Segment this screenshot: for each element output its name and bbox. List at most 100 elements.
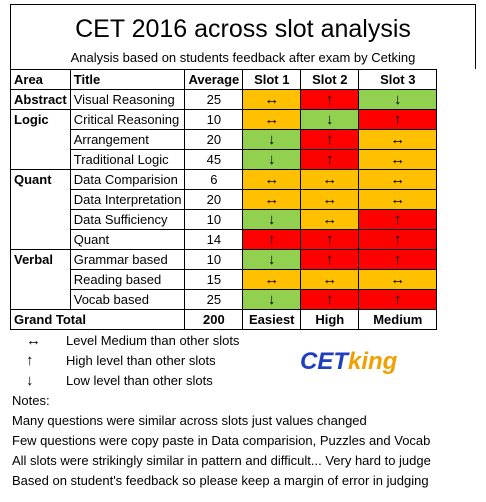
slot-cell: ↑ xyxy=(358,209,438,230)
area-cell xyxy=(10,229,71,250)
average-cell: 20 xyxy=(184,189,244,210)
average-cell: 10 xyxy=(184,209,244,230)
title-cell: Grammar based xyxy=(69,249,186,270)
area-cell xyxy=(10,269,71,290)
total-row: Grand Total 200 Easiest High Medium xyxy=(9,309,438,330)
average-cell: 6 xyxy=(184,169,244,190)
slot-cell: ↔ xyxy=(300,269,360,290)
slot-cell: ↓ xyxy=(300,109,360,130)
logo-left: CET xyxy=(300,348,348,375)
note: All slots were strikingly similar in pat… xyxy=(12,453,431,468)
area-cell xyxy=(10,289,71,310)
table-row: Arrangement 20 ↓ ↑ ↔ xyxy=(10,129,438,150)
slot-cell: ↔ xyxy=(358,129,438,150)
slot-cell: ↑ xyxy=(300,149,360,170)
title: CET 2016 across slot analysis xyxy=(75,15,411,43)
title-cell: Vocab based xyxy=(69,289,186,310)
title-cell: Data Interpretation xyxy=(69,189,186,210)
legend-item: ↑ High level than other slots xyxy=(26,351,239,371)
legend-text: Level Medium than other slots xyxy=(66,333,240,348)
column-header: Slot 1 xyxy=(242,69,302,90)
slot-cell: ↔ xyxy=(242,269,302,290)
slot-cell: ↔ xyxy=(242,189,302,210)
legend-item: ↔ Level Medium than other slots xyxy=(26,331,239,351)
table-row: Abstract Visual Reasoning 25 ↔ ↑ ↓ xyxy=(10,89,438,110)
area-cell xyxy=(10,129,71,150)
slot-cell: ↓ xyxy=(242,129,302,150)
area-cell: Abstract xyxy=(10,89,71,110)
average-cell: 25 xyxy=(184,89,244,110)
slot-cell: ↔ xyxy=(300,189,360,210)
column-header: Title xyxy=(69,69,186,90)
table-row: Logic Critical Reasoning 10 ↔ ↓ ↑ xyxy=(10,109,438,130)
column-header: Slot 3 xyxy=(358,69,438,90)
average-cell: 10 xyxy=(184,109,244,130)
slot-table: Area Title Average Slot 1 Slot 2 Slot 3 Abstr… xyxy=(9,69,438,330)
title-cell: Quant xyxy=(69,229,186,250)
average-cell: 25 xyxy=(184,289,244,310)
column-header: Area xyxy=(10,69,71,90)
slot-cell: ↑ xyxy=(242,229,302,250)
header-row: Area Title Average Slot 1 Slot 2 Slot 3 xyxy=(10,69,438,90)
title-cell: Reading based xyxy=(69,269,186,290)
legend-symbol: ↔ xyxy=(26,332,41,349)
table-row: Data Sufficiency 10 ↓ ↔ ↑ xyxy=(10,209,438,230)
table-row: Quant 14 ↑ ↑ ↑ xyxy=(10,229,438,250)
slot-cell: ↓ xyxy=(242,249,302,270)
average-cell: 14 xyxy=(184,229,244,250)
subtitle: Analysis based on students feedback afte… xyxy=(70,50,416,65)
table-row: Traditional Logic 45 ↓ ↑ ↔ xyxy=(10,149,438,170)
average-cell: 10 xyxy=(184,249,244,270)
title-cell: Data Sufficiency xyxy=(69,209,186,230)
logo: CETking xyxy=(300,348,397,376)
average-cell: 20 xyxy=(184,129,244,150)
total-slot: Medium xyxy=(358,309,438,330)
slot-cell: ↔ xyxy=(242,169,302,190)
slot-cell: ↑ xyxy=(300,129,360,150)
slot-cell: ↔ xyxy=(358,189,438,210)
total-slot: Easiest xyxy=(242,309,302,330)
notes-heading: Notes: xyxy=(12,393,50,408)
title-cell: Critical Reasoning xyxy=(69,109,186,130)
slot-cell: ↑ xyxy=(300,229,360,250)
notes: Notes: Many questions were similar acros… xyxy=(12,391,431,491)
slot-cell: ↔ xyxy=(358,169,438,190)
average-cell: 45 xyxy=(184,149,244,170)
header: CET 2016 across slot analysis Analysis b… xyxy=(10,4,476,69)
total-average: 200 xyxy=(184,309,244,330)
area-cell xyxy=(10,209,71,230)
slot-cell: ↑ xyxy=(358,229,438,250)
slot-cell: ↓ xyxy=(242,289,302,310)
average-cell: 15 xyxy=(184,269,244,290)
area-cell: Verbal xyxy=(10,249,71,270)
slot-cell: ↑ xyxy=(300,249,360,270)
note: Many questions were similar across slots… xyxy=(12,413,367,428)
legend-item: ↓ Low level than other slots xyxy=(26,371,239,391)
total-slot: High xyxy=(300,309,360,330)
slot-cell: ↔ xyxy=(242,109,302,130)
slot-cell: ↓ xyxy=(242,209,302,230)
area-cell: Logic xyxy=(10,109,71,130)
table-body: Abstract Visual Reasoning 25 ↔ ↑ ↓ Logic Critic… xyxy=(9,89,438,330)
slot-cell: ↑ xyxy=(300,89,360,110)
legend-symbol: ↑ xyxy=(26,352,34,369)
note: Based on student's feedback so please ke… xyxy=(12,473,429,488)
slot-cell: ↔ xyxy=(358,149,438,170)
slot-cell: ↔ xyxy=(300,209,360,230)
slot-cell: ↓ xyxy=(358,89,438,110)
title-cell: Arrangement xyxy=(69,129,186,150)
column-header: Slot 2 xyxy=(300,69,360,90)
table-row: Vocab based 25 ↓ ↑ ↑ xyxy=(10,289,438,310)
legend-text: Low level than other slots xyxy=(66,373,213,388)
slot-cell: ↔ xyxy=(242,89,302,110)
table-row: Reading based 15 ↔ ↔ ↔ xyxy=(10,269,438,290)
slot-cell: ↑ xyxy=(358,289,438,310)
slot-cell: ↓ xyxy=(242,149,302,170)
slot-cell: ↔ xyxy=(358,269,438,290)
legend: ↔ Level Medium than other slots ↑ High leve… xyxy=(26,331,239,391)
note: Few questions were copy paste in Data co… xyxy=(12,433,431,448)
legend-text: High level than other slots xyxy=(66,353,216,368)
slot-cell: ↔ xyxy=(300,169,360,190)
title-cell: Data Comparision xyxy=(69,169,186,190)
